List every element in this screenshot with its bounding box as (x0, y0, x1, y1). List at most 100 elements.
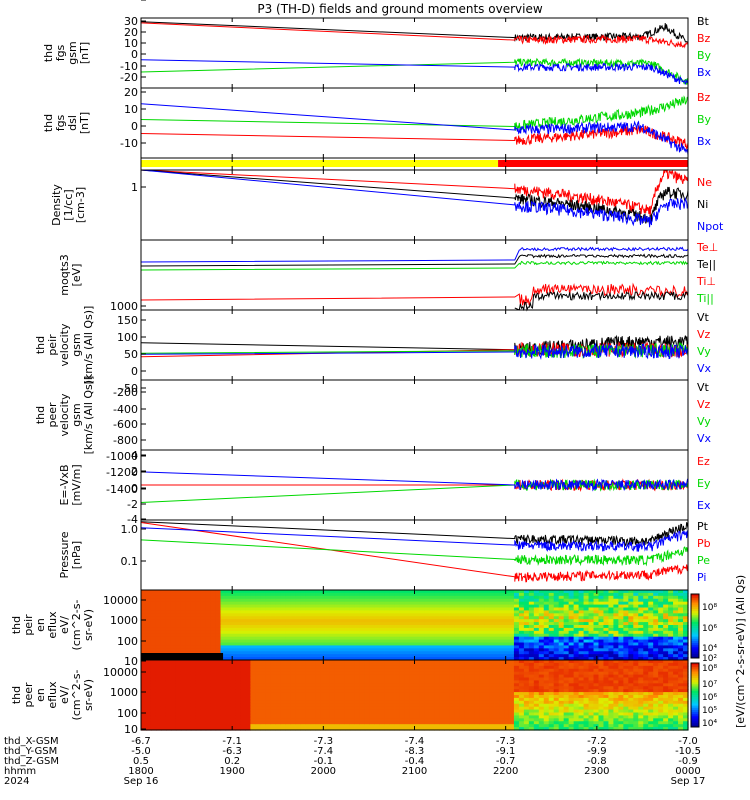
spectro-ion_spec-cell (424, 595, 431, 600)
spectro-ion_spec-cell (429, 651, 435, 655)
spectro-electron_spec-cell (305, 662, 311, 667)
spectro-electron_spec-cell (593, 662, 600, 667)
spectro-ion_spec-cell (150, 648, 157, 652)
spectro-electron_spec-cell (185, 721, 192, 725)
spectro-electron_spec-cell (593, 724, 600, 728)
spectro-electron_spec-cell (489, 660, 495, 664)
spectro-electron_spec-cell (225, 692, 232, 696)
spectro-electron_spec-cell (553, 727, 560, 731)
spectro-ion_spec-cell (543, 625, 550, 629)
spectro-electron_spec-cell (439, 703, 445, 708)
spectro-electron_spec-cell (494, 674, 500, 679)
spectro-ion_spec-cell (160, 627, 167, 632)
spectro-ion_spec-cell (479, 651, 485, 655)
spectro-electron_spec-cell (210, 695, 217, 699)
spectro-ion_spec-cell (205, 642, 212, 647)
spectro-electron_spec-cell (315, 706, 321, 711)
spectro-ion_spec-cell (618, 604, 624, 609)
spectro-ion_spec-cell (235, 642, 242, 647)
spectro-electron_spec-cell (409, 689, 416, 693)
spectro-ion_spec-cell (275, 622, 281, 626)
spectro-ion_spec-cell (320, 613, 326, 617)
spectro-ion_spec-cell (334, 648, 341, 652)
spectro-ion_spec-cell (578, 595, 585, 600)
spectro-electron_spec-cell (310, 668, 316, 673)
spectro-electron_spec-cell (195, 706, 202, 711)
spectro-electron_spec-cell (484, 683, 490, 687)
spectro-electron_spec-cell (225, 677, 232, 682)
spectro-ion_spec-cell (404, 657, 411, 661)
spectro-electron_spec-cell (230, 695, 237, 699)
spectro-electron_spec-cell (379, 680, 386, 684)
spectro-electron_spec-cell (255, 709, 261, 714)
spectro-electron_spec-cell (145, 680, 152, 684)
spectro-ion_spec-cell (538, 627, 545, 632)
spectro-ion_spec-cell (504, 648, 510, 652)
spectro-ion_spec-cell (329, 625, 336, 629)
spectro-ion_spec-cell (444, 601, 450, 606)
spectro-ion_spec-cell (310, 622, 316, 626)
spectro-electron_spec-cell (205, 709, 212, 714)
spectro-electron_spec-cell (548, 697, 555, 702)
spectro-electron_spec-cell (315, 721, 321, 725)
spectro-ion_spec-cell (449, 613, 455, 617)
spectro-electron_spec-cell (190, 686, 197, 690)
spectro-electron_spec-cell (593, 677, 600, 682)
spectro-ion_spec-cell (444, 645, 450, 649)
spectro-electron_spec-cell (260, 692, 266, 696)
spectro-electron_spec-cell (494, 683, 500, 687)
spectro-ion_spec-cell (588, 601, 595, 606)
spectro-ion_spec-cell (255, 595, 261, 600)
spectro-ion_spec-cell (384, 619, 391, 623)
spectro-ion_spec-cell (459, 590, 465, 594)
spectro-electron_spec-cell (548, 665, 555, 670)
spectro-electron_spec-cell (290, 689, 296, 693)
spectro-ion_spec-cell (280, 633, 286, 638)
spectro-ion_spec-cell (324, 645, 331, 649)
spectro-ion_spec-cell (444, 598, 450, 603)
spectro-electron_spec-cell (265, 686, 271, 690)
spectro-electron_spec-cell (155, 662, 162, 667)
spectro-ion_spec-cell (489, 610, 495, 614)
spectro-electron_spec-cell (344, 697, 351, 702)
spectro-ion_spec-cell (663, 651, 669, 655)
spectro-electron_spec-cell (464, 715, 470, 719)
spectro-ion_spec-cell (225, 598, 232, 603)
spectro-ion_spec-cell (175, 598, 182, 603)
spectro-ion_spec-cell (394, 645, 401, 649)
spectro-ion_spec-cell (215, 613, 222, 617)
spectro-ion_spec-cell (265, 651, 271, 655)
spectro-electron_spec-cell (160, 665, 167, 670)
spectro-ion_spec-cell (548, 633, 555, 638)
spectro-electron_spec-cell (145, 712, 152, 717)
spectro-ion_spec-cell (668, 595, 674, 600)
spectro-ion_spec-cell (608, 592, 615, 597)
spectro-ion_spec-cell (250, 622, 256, 626)
spectro-ion_spec-cell (339, 622, 346, 626)
spectro-electron_spec-cell (583, 680, 590, 684)
spectro-electron_spec-cell (479, 674, 485, 679)
spectro-ion_spec-cell (349, 654, 356, 658)
spectro-ion_spec-cell (270, 625, 276, 629)
spectro-electron_spec-cell (613, 665, 619, 670)
spectro-electron_spec-cell (538, 689, 545, 693)
spectro-ion_spec-cell (324, 630, 331, 635)
spectro-ion_spec-cell (190, 619, 197, 623)
spectro-electron_spec-cell (538, 703, 545, 708)
spectro-ion_spec-cell (543, 601, 550, 606)
spectro-electron_spec-cell (359, 727, 366, 731)
spectro-ion_spec-cell (449, 622, 455, 626)
spectro-electron_spec-cell (499, 718, 505, 722)
spectro-electron_spec-cell (583, 709, 590, 714)
spectro-ion_spec-cell (235, 657, 242, 661)
spectro-electron_spec-cell (414, 715, 421, 719)
spectro-ion_spec-cell (499, 607, 505, 612)
spectro-ion_spec-cell (489, 642, 495, 647)
spectro-electron_spec-cell (200, 715, 207, 719)
spectro-electron_spec-cell (528, 700, 535, 705)
spectro-electron_spec-cell (419, 689, 426, 693)
spectro-electron_spec-cell (320, 692, 326, 696)
spectro-ion_spec-cell (648, 619, 654, 623)
spectro-electron_spec-cell (533, 715, 540, 719)
spectro-electron_spec-cell (543, 660, 550, 664)
